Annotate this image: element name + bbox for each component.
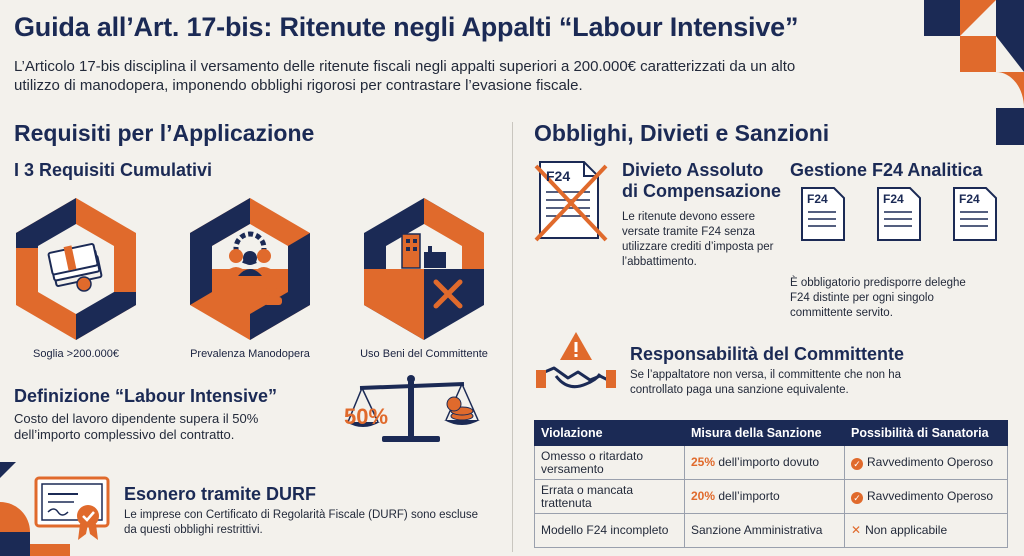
scale-percentage-label: 50%	[344, 404, 389, 429]
definition-title: Definizione “Labour Intensive”	[14, 386, 278, 406]
f24-document-icon-1	[801, 187, 845, 241]
cell-misura: 25% dell’importo dovuto	[684, 445, 845, 480]
gestione-doc-label-1: F24	[807, 192, 828, 206]
column-divider	[512, 122, 513, 552]
cell-misura: 20% dell’importo	[684, 479, 845, 514]
requirements-heading: Requisiti per l’Applicazione	[14, 120, 315, 146]
corner-decoration-top-right	[924, 0, 1024, 145]
sanction-measure-text: dell’importo dovuto	[715, 455, 820, 469]
handshake-warning-icon	[536, 332, 616, 389]
sanction-percentage: 25%	[691, 455, 716, 469]
obligations-heading: Obblighi, Divieti e Sanzioni	[534, 120, 830, 146]
gestione-doc-label-3: F24	[959, 192, 980, 206]
durf-text: Le imprese con Certificato di Regolarità…	[124, 509, 479, 536]
gestione-doc-label-2: F24	[883, 192, 904, 206]
table-row: Errata o mancata trattenuta 20% dell’imp…	[534, 479, 1008, 514]
intro-paragraph: L’Articolo 17-bis disciplina il versamen…	[14, 58, 796, 94]
table-header-row: Violazione Misura della Sanzione Possibi…	[534, 420, 1008, 446]
sanatoria-text: Ravvedimento Operoso	[867, 454, 994, 469]
requirements-subheading: I 3 Requisiti Cumulativi	[14, 160, 213, 180]
sanatoria-text: Non applicabile	[865, 523, 948, 537]
cell-violazione: Errata o mancata trattenuta	[534, 479, 685, 514]
requirement-label-threshold: Soglia >200.000€	[33, 348, 119, 360]
coins-icon	[446, 396, 474, 421]
divieto-doc-label: F24	[546, 168, 571, 184]
column-header-violazione: Violazione	[534, 420, 685, 446]
sanction-measure-text: dell’importo	[715, 489, 780, 503]
f24-document-icon-3	[953, 187, 997, 241]
f24-document-icon-2	[877, 187, 921, 241]
building-tools-icon	[401, 233, 446, 269]
crossed-f24-document-icon	[534, 161, 608, 242]
check-circle-icon: ✓	[851, 457, 863, 470]
table-row: Omesso o ritardato versamento 25% dell’i…	[534, 445, 1008, 480]
cell-violazione: Modello F24 incompleto	[534, 513, 685, 548]
requirement-hexagon-threshold	[16, 198, 136, 340]
column-header-misura: Misura della Sanzione	[684, 420, 845, 446]
money-stack-icon	[47, 243, 103, 292]
sanatoria-text: Ravvedimento Operoso	[867, 488, 994, 503]
definition-text: Costo del lavoro dipendente supera il 50…	[14, 411, 259, 442]
divieto-title-line1: Divieto Assoluto	[622, 160, 764, 180]
durf-title: Esonero tramite DURF	[124, 484, 317, 504]
divieto-title-line2: di Compensazione	[622, 181, 782, 201]
people-group-icon	[264, 288, 282, 305]
divieto-text: Le ritenute devono essere versate tramit…	[622, 211, 774, 268]
column-header-sanatoria: Possibilità di Sanatoria	[844, 420, 1008, 446]
gestione-text: È obbligatorio predisporre deleghe F24 d…	[790, 277, 966, 319]
cell-violazione: Omesso o ritardato versamento	[534, 445, 685, 480]
requirement-label-assets: Uso Beni del Committente	[360, 348, 488, 360]
cell-sanatoria: ✓ Ravvedimento Operoso	[844, 479, 1008, 514]
cell-sanatoria: ✓ Ravvedimento Operoso	[844, 445, 1008, 480]
certificate-icon	[34, 476, 110, 540]
responsabilita-text: Se l’appaltatore non versa, il committen…	[630, 369, 902, 396]
requirement-label-workforce: Prevalenza Manodopera	[190, 348, 310, 360]
check-circle-icon: ✓	[851, 491, 863, 504]
sanction-percentage: 20%	[691, 489, 716, 503]
gestione-title: Gestione F24 Analitica	[790, 160, 983, 180]
table-row: Modello F24 incompleto Sanzione Amminist…	[534, 513, 1008, 548]
cross-icon: ✕	[851, 523, 862, 537]
corner-decoration-bottom-left	[0, 462, 70, 556]
cell-misura: Sanzione Amministrativa	[684, 513, 845, 548]
cell-sanatoria: ✕ Non applicabile	[844, 513, 1008, 548]
page-title: Guida all’Art. 17-bis: Ritenute negli Ap…	[14, 12, 799, 42]
workers-gear-icon	[224, 231, 276, 276]
sanctions-table: Violazione Misura della Sanzione Possibi…	[534, 420, 1008, 548]
balance-scale-icon	[346, 375, 480, 442]
wrench-screwdriver-icon	[433, 279, 463, 309]
responsabilita-title: Responsabilità del Committente	[630, 344, 905, 364]
sanction-measure-text: Sanzione Amministrativa	[691, 523, 823, 537]
requirement-hexagon-workforce	[190, 198, 310, 340]
requirement-hexagon-assets	[364, 198, 484, 340]
